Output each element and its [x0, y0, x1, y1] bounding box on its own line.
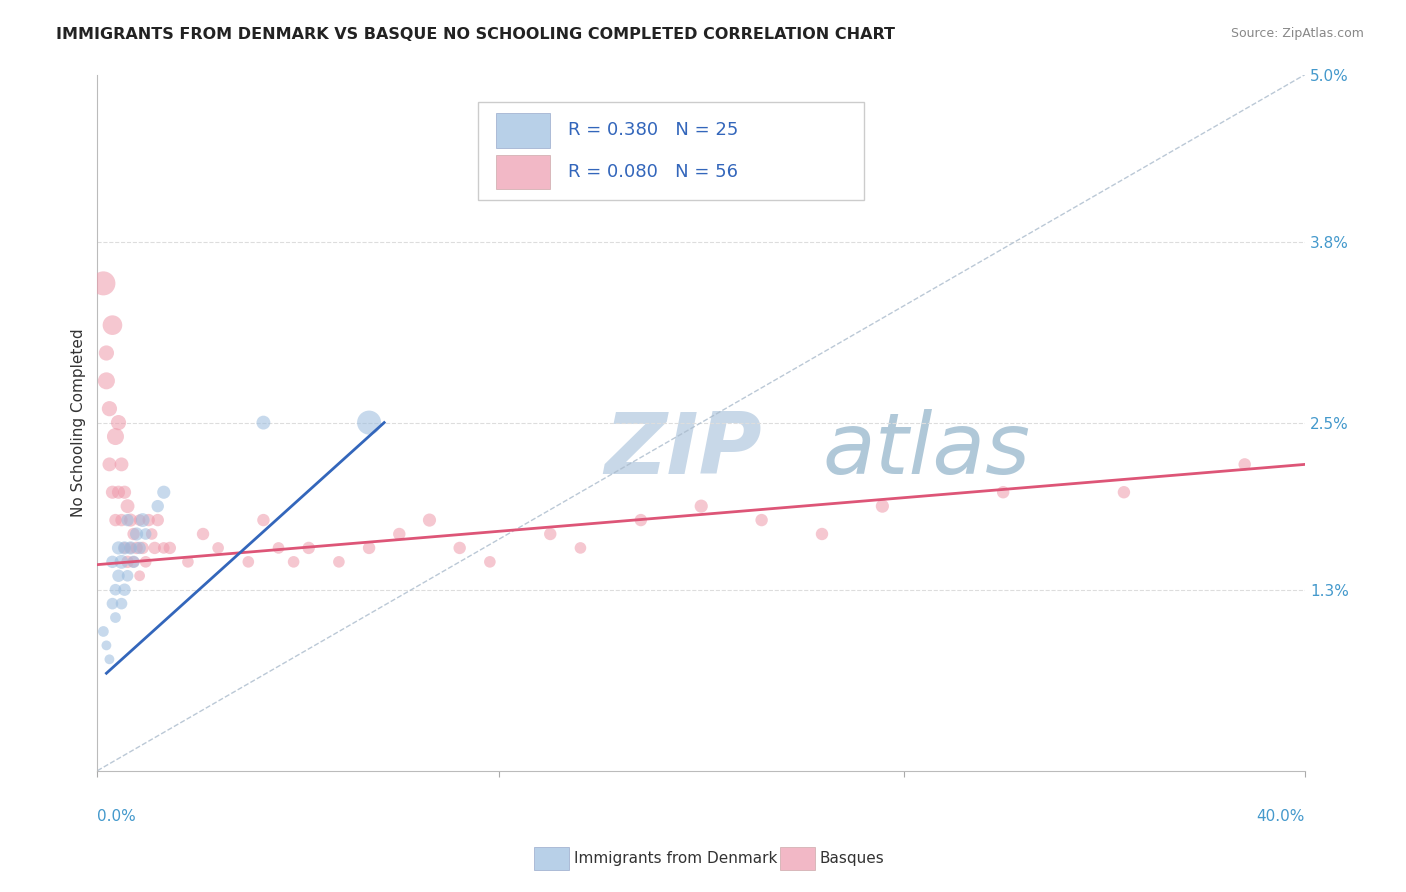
Point — [872, 499, 894, 513]
Point — [135, 555, 157, 569]
Point — [110, 597, 132, 611]
Point — [114, 485, 136, 500]
Point — [101, 597, 124, 611]
Point — [93, 624, 115, 639]
Point — [114, 541, 136, 555]
Point — [104, 513, 127, 527]
Point — [159, 541, 181, 555]
Point — [449, 541, 471, 555]
Point — [751, 513, 773, 527]
Text: 0.0%: 0.0% — [97, 809, 136, 824]
Point — [117, 555, 139, 569]
Point — [125, 527, 148, 541]
Point — [107, 568, 129, 582]
Point — [117, 513, 139, 527]
Point — [131, 541, 153, 555]
Point — [252, 416, 274, 430]
Point — [252, 513, 274, 527]
Text: Immigrants from Denmark: Immigrants from Denmark — [574, 851, 778, 865]
Point — [283, 555, 305, 569]
Point — [207, 541, 229, 555]
Point — [98, 652, 121, 666]
Point — [101, 318, 124, 333]
Point — [120, 513, 142, 527]
Point — [101, 555, 124, 569]
Point — [328, 555, 350, 569]
Point — [110, 458, 132, 472]
Point — [191, 527, 214, 541]
Point — [110, 555, 132, 569]
Point — [128, 568, 150, 582]
Point — [138, 513, 160, 527]
Point — [125, 541, 148, 555]
Text: IMMIGRANTS FROM DENMARK VS BASQUE NO SCHOOLING COMPLETED CORRELATION CHART: IMMIGRANTS FROM DENMARK VS BASQUE NO SCH… — [56, 27, 896, 42]
Point — [152, 541, 174, 555]
Point — [98, 458, 121, 472]
Point — [117, 568, 139, 582]
Point — [120, 541, 142, 555]
Point — [388, 527, 411, 541]
Y-axis label: No Schooling Completed: No Schooling Completed — [72, 328, 86, 517]
Text: R = 0.380   N = 25: R = 0.380 N = 25 — [568, 121, 738, 139]
Point — [135, 527, 157, 541]
Text: Source: ZipAtlas.com: Source: ZipAtlas.com — [1230, 27, 1364, 40]
Point — [128, 541, 150, 555]
Point — [114, 541, 136, 555]
Point — [93, 277, 115, 291]
Point — [690, 499, 713, 513]
Point — [96, 346, 118, 360]
Text: 40.0%: 40.0% — [1257, 809, 1305, 824]
Point — [114, 582, 136, 597]
Point — [120, 541, 142, 555]
Point — [128, 513, 150, 527]
Point — [104, 429, 127, 443]
Point — [569, 541, 592, 555]
Point — [122, 555, 145, 569]
Point — [101, 485, 124, 500]
Text: R = 0.080   N = 56: R = 0.080 N = 56 — [568, 163, 738, 181]
Point — [104, 610, 127, 624]
Point — [991, 485, 1014, 500]
Point — [478, 555, 501, 569]
Point — [811, 527, 834, 541]
Bar — [496, 154, 550, 189]
Point — [418, 513, 440, 527]
Point — [98, 401, 121, 416]
Point — [630, 513, 652, 527]
Text: atlas: atlas — [823, 409, 1031, 492]
Point — [122, 527, 145, 541]
Point — [104, 582, 127, 597]
Point — [267, 541, 290, 555]
Point — [96, 639, 118, 653]
Text: ZIP: ZIP — [605, 409, 762, 492]
Point — [141, 527, 163, 541]
Point — [177, 555, 200, 569]
Point — [131, 513, 153, 527]
Point — [122, 555, 145, 569]
Point — [152, 485, 174, 500]
Point — [107, 416, 129, 430]
Point — [143, 541, 166, 555]
Point — [238, 555, 260, 569]
Point — [359, 541, 381, 555]
Point — [298, 541, 321, 555]
Bar — [496, 112, 550, 147]
Point — [1233, 458, 1256, 472]
Point — [107, 541, 129, 555]
Point — [107, 485, 129, 500]
Point — [1112, 485, 1135, 500]
Point — [117, 499, 139, 513]
Point — [96, 374, 118, 388]
Text: Basques: Basques — [820, 851, 884, 865]
Point — [110, 513, 132, 527]
Bar — [478, 103, 865, 200]
Point — [146, 499, 169, 513]
Point — [146, 513, 169, 527]
Point — [538, 527, 561, 541]
Point — [359, 416, 381, 430]
